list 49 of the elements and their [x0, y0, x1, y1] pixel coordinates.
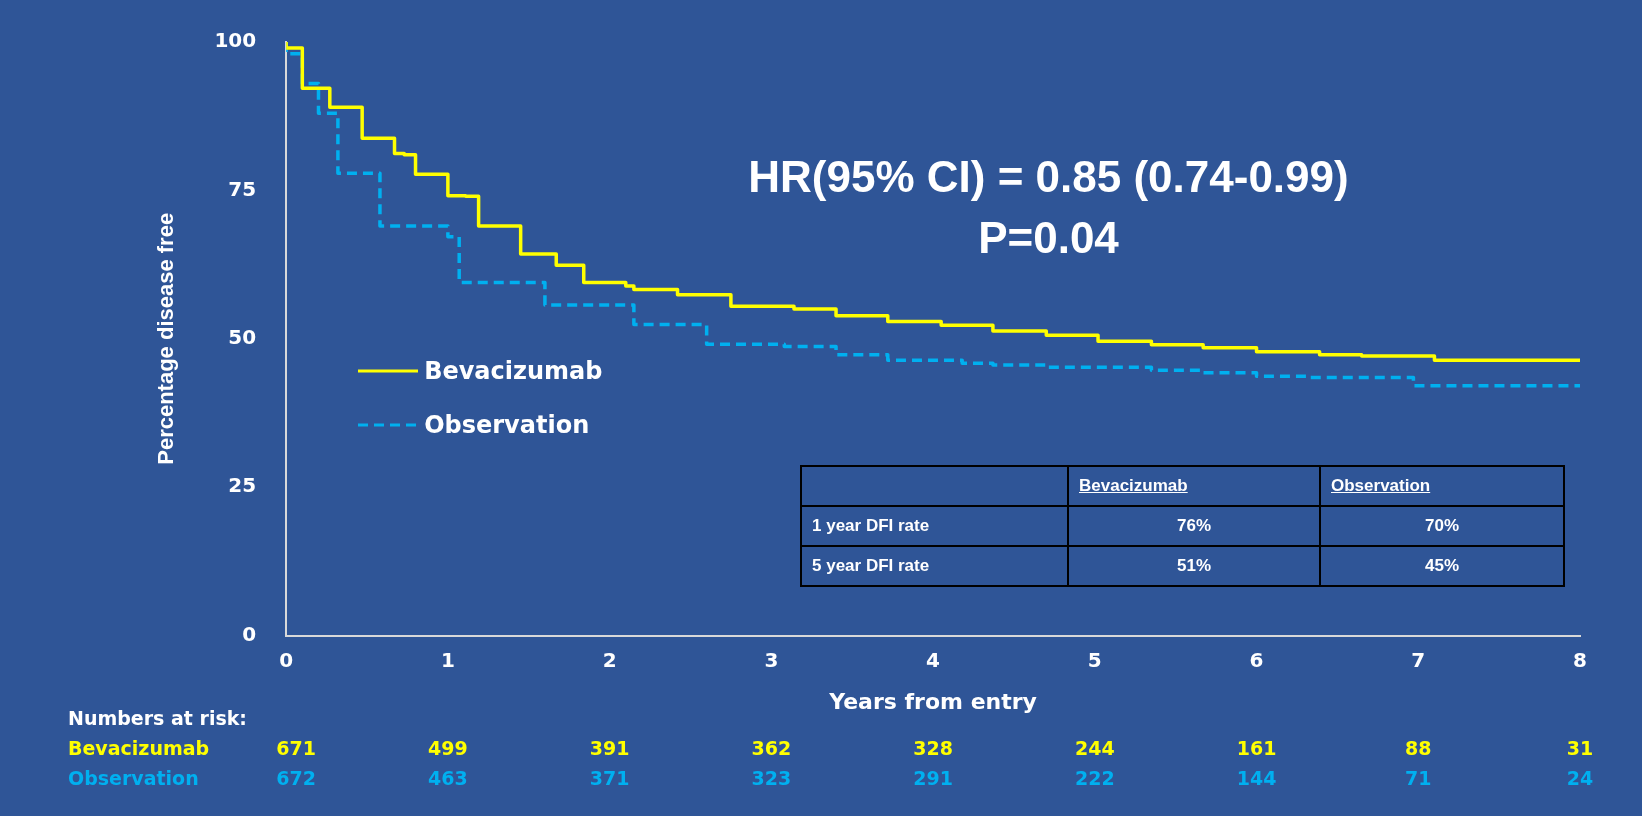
- text: 328: [913, 737, 953, 759]
- text: 222: [1074, 767, 1115, 789]
- text: 71: [1405, 767, 1432, 789]
- text: 499: [428, 737, 468, 759]
- legend-label: Bevacizumab: [424, 357, 603, 386]
- text: 31: [1566, 737, 1594, 759]
- annotation: 51%: [1068, 546, 1320, 586]
- y-tick-label: 75: [228, 176, 257, 201]
- y-tick-label: 25: [228, 473, 257, 498]
- x-tick-label: 2: [602, 647, 617, 672]
- x-tick-label: 6: [1249, 647, 1264, 672]
- x-axis-title: Years from entry: [828, 688, 1037, 714]
- x-tick-label: 1: [440, 647, 455, 672]
- annotation: 5 year DFI rate: [801, 546, 1068, 586]
- text: 88: [1405, 737, 1432, 759]
- x-tick-label: 4: [926, 647, 941, 672]
- text: 391: [589, 737, 630, 759]
- y-tick-label: 100: [214, 28, 257, 53]
- text: 161: [1236, 737, 1277, 759]
- annotation: 1 year DFI rate: [801, 506, 1068, 546]
- text: 144: [1236, 767, 1277, 789]
- x-tick-label: 3: [764, 647, 779, 672]
- annotation: HR(95% CI) = 0.85 (0.74-0.99): [748, 152, 1349, 201]
- text: 24: [1566, 767, 1594, 789]
- annotation: Bevacizumab: [1068, 466, 1320, 506]
- x-tick-label: 8: [1573, 647, 1587, 672]
- text: 463: [428, 767, 468, 789]
- text: 291: [913, 767, 953, 789]
- annotation: Observation: [1320, 466, 1564, 506]
- annotation: P=0.04: [978, 213, 1119, 262]
- text: 323: [751, 767, 792, 789]
- y-tick-label: 0: [242, 621, 257, 646]
- y-tick-label: 50: [228, 325, 257, 349]
- text: 244: [1074, 737, 1115, 759]
- text: Bevacizumab: [68, 737, 210, 759]
- x-tick-label: 7: [1411, 647, 1426, 672]
- y-axis-title: Percentage disease free: [153, 212, 179, 465]
- annotation: 76%: [1068, 506, 1320, 546]
- x-tick-label: 0: [279, 647, 294, 672]
- text: 672: [276, 767, 316, 789]
- text: 371: [589, 767, 630, 789]
- annotation: 70%: [1320, 506, 1564, 546]
- text: Numbers at risk:: [68, 707, 247, 729]
- x-tick-label: 5: [1087, 647, 1102, 672]
- annotation: 45%: [1320, 546, 1564, 586]
- text: Observation: [68, 767, 199, 789]
- text: 671: [276, 737, 316, 759]
- text: 362: [751, 737, 792, 759]
- legend-label: Observation: [424, 411, 590, 440]
